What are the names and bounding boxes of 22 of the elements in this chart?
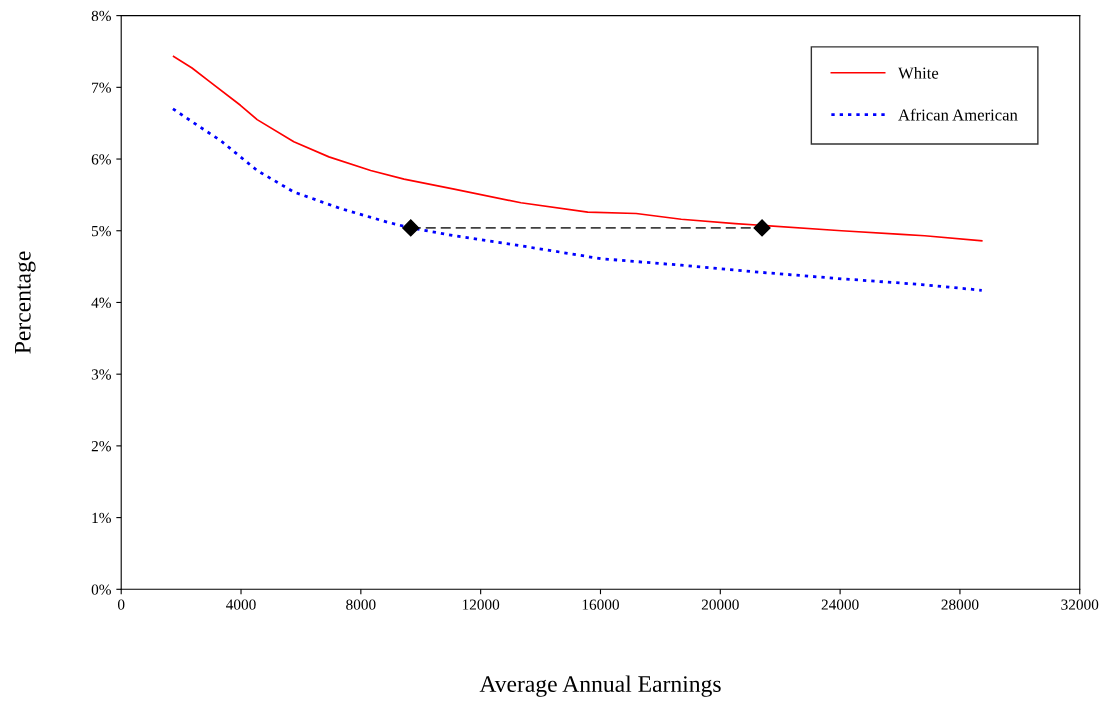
legend-label: White <box>898 67 939 79</box>
y-tick-label: 8% <box>91 10 111 22</box>
y-tick-label: 1% <box>92 512 111 524</box>
y-tick-label: 2% <box>91 441 111 452</box>
x-tick-label: 12000 <box>462 599 500 610</box>
y-tick-label: 3% <box>91 369 111 380</box>
y-tick-label: 7% <box>92 82 111 93</box>
x-tick-label: 24000 <box>821 599 859 610</box>
x-tick-label: 0 <box>117 599 125 610</box>
x-tick-label: 4000 <box>226 599 256 610</box>
x-tick-label: 8000 <box>346 599 376 610</box>
y-tick-label: 5% <box>92 225 111 237</box>
x-tick-label: 32000 <box>1061 599 1099 610</box>
legend-label: African American <box>898 108 1018 121</box>
x-tick-label: 16000 <box>582 599 619 610</box>
x-tick-label: 28000 <box>941 599 979 610</box>
y-tick-label: 0% <box>91 584 111 595</box>
x-tick-label: 20000 <box>701 599 739 610</box>
y-tick-label: 6% <box>91 154 111 165</box>
x-axis-title: Average Annual Earnings <box>479 675 721 697</box>
y-tick-label: 4% <box>91 297 111 308</box>
y-axis-title: Percentage <box>15 251 36 354</box>
